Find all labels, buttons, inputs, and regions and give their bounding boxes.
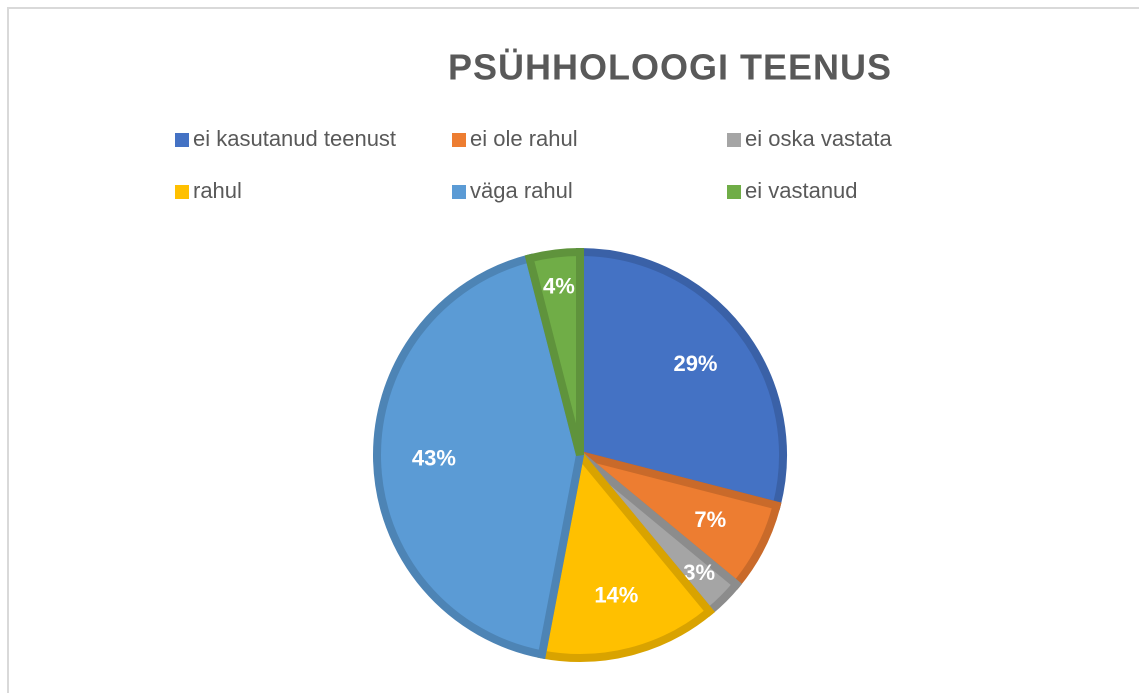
legend-label: ei vastanud (745, 178, 858, 203)
chart-title: PSÜHHOLOOGI TEENUS (448, 47, 892, 88)
legend-swatch (452, 185, 466, 199)
data-label: 7% (694, 507, 726, 532)
data-label: 43% (412, 445, 456, 470)
legend-label: ei ole rahul (470, 126, 578, 151)
pie-slice (537, 445, 716, 662)
legend-swatch (175, 133, 189, 147)
legend-label: väga rahul (470, 178, 573, 203)
legend-label: ei oska vastata (745, 126, 893, 151)
pie-slice (524, 247, 584, 456)
legend-label: rahul (193, 178, 242, 203)
pie-slice (576, 247, 787, 511)
data-label: 14% (594, 582, 638, 607)
legend-swatch (727, 133, 741, 147)
data-label: 4% (543, 274, 575, 299)
pie-slice (373, 253, 585, 660)
data-label: 29% (673, 351, 717, 376)
legend-swatch (452, 133, 466, 147)
legend-label: ei kasutanud teenust (193, 126, 396, 151)
legend-swatch (175, 185, 189, 199)
legend-swatch (727, 185, 741, 199)
